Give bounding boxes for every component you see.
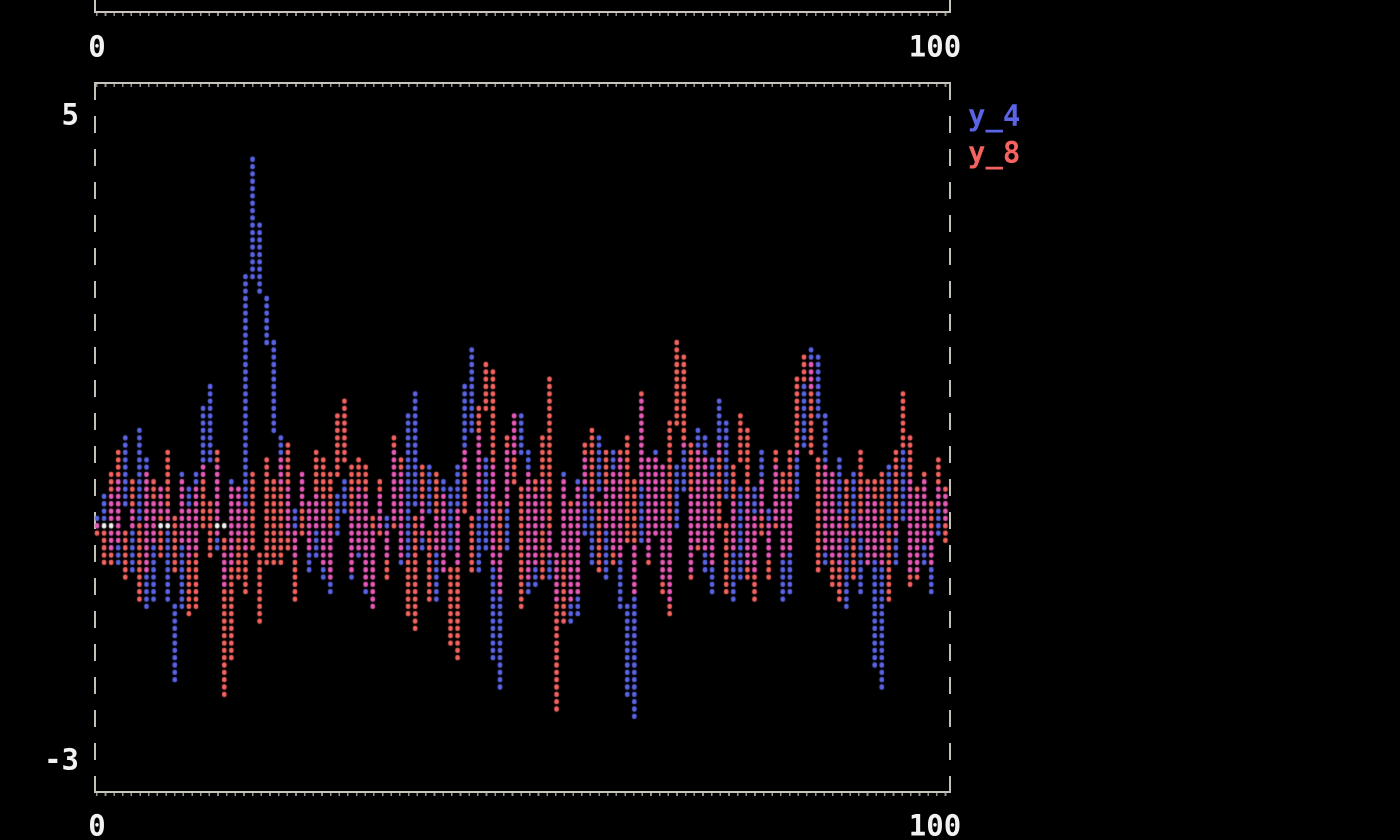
x-axis-label-left: 0 xyxy=(88,808,106,840)
legend-item-y4: y_4 xyxy=(968,98,1021,133)
x-axis-label-right: 100 xyxy=(908,808,962,840)
upper-x-axis-label-left: 0 xyxy=(88,29,106,64)
legend-item-y8: y_8 xyxy=(968,135,1021,170)
y-axis-label-bottom: -3 xyxy=(44,742,79,777)
upper-x-axis-label-right: 100 xyxy=(908,29,962,64)
y-axis-label-top: 5 xyxy=(61,97,79,132)
